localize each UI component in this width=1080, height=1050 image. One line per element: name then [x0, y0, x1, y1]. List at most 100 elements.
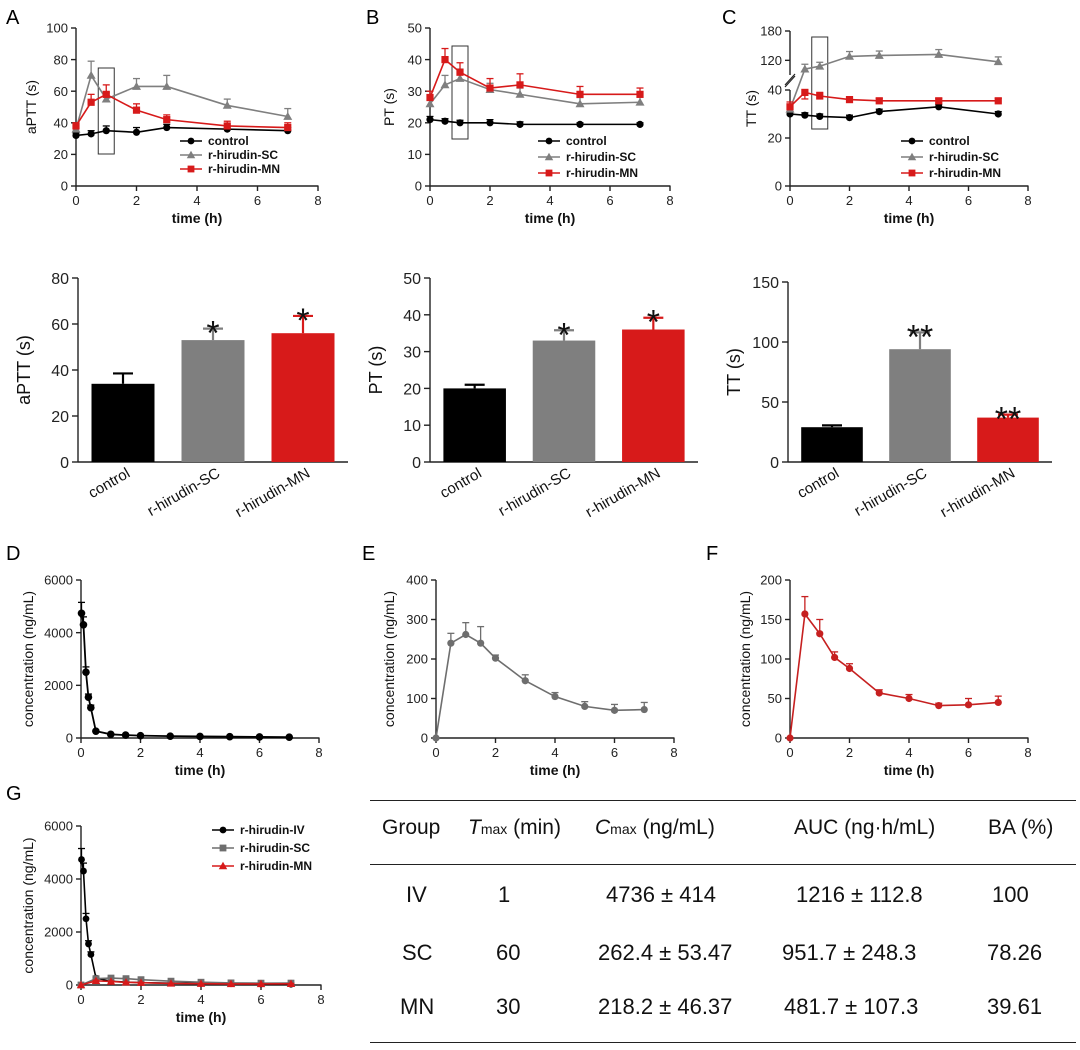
F-x-tick-label: 8: [1024, 745, 1031, 760]
G-point-r-hirudin-MN: [91, 976, 101, 985]
G-y-tick-label: 4000: [44, 872, 73, 887]
G-y-tick-label: 0: [66, 978, 73, 993]
E-y-axis-label: concentration (ng/mL): [381, 591, 397, 727]
header-cmax: Cmax (ng/mL): [595, 816, 715, 840]
D-y-axis-label: concentration (ng/mL): [20, 591, 36, 727]
B-top-x-tick-label: 0: [426, 193, 433, 208]
D-x-tick-label: 8: [315, 745, 322, 760]
B-top-point-r-hirudin-SC: [425, 99, 435, 108]
C-bar-y-tick-label: 0: [770, 455, 779, 472]
A-top-point-r-hirudin-MN: [87, 98, 95, 106]
table-header-rule: [370, 864, 1076, 865]
B-top-point-r-hirudin-SC: [635, 97, 645, 106]
A-top-point-control: [132, 128, 141, 136]
row-iv-auc: 1216 ± 112.8: [796, 882, 923, 907]
B-top-y-tick-label: 10: [408, 147, 422, 162]
C-top-x-tick-label: 4: [905, 193, 912, 208]
header-ba: BA (%): [988, 816, 1054, 839]
B-top-legend-marker: [545, 137, 553, 145]
A-top-point-control: [87, 130, 95, 138]
E-point-r-hirudin-SC: [462, 630, 470, 639]
row-sc-auc: 951.7 ± 248.3: [782, 940, 917, 965]
G-series-line-r-hirudin-SC: [80, 977, 292, 986]
A-top-point-r-hirudin-MN: [132, 106, 141, 114]
B-top-y-tick-label: 0: [415, 179, 422, 194]
C-top-axis-break-mark-2: [784, 73, 796, 86]
B-top-x-tick-label: 8: [666, 193, 673, 208]
header-tmax-unit: (min): [513, 816, 561, 839]
G-y-tick-label: 2000: [44, 925, 73, 940]
B-top-point-r-hirudin-MN: [426, 93, 434, 102]
B-top-legend-marker: [545, 169, 553, 177]
G-legend-label: r-hirudin-IV: [240, 823, 305, 837]
B-bar-bar-r-hirudin-SC: [532, 340, 596, 462]
G-point-r-hirudin-MN: [121, 978, 131, 986]
C-bar-category-label: r-hirudin-MN: [937, 465, 1018, 521]
A-bar-category-label: control: [86, 465, 133, 502]
A-bar-bar-r-hirudin-MN: [271, 333, 335, 462]
D-x-tick-label: 4: [196, 745, 203, 760]
E-y-tick-label: 200: [406, 652, 428, 667]
B-top-point-r-hirudin-SC: [575, 99, 585, 108]
B-top-x-tick-label: 4: [546, 193, 553, 208]
pk-parameter-table: Group Tmax (min) Cmax (ng/mL) AUC (ng·h/…: [370, 800, 1076, 1046]
A-top-point-r-hirudin-SC: [86, 70, 96, 79]
G-legend-label: r-hirudin-MN: [240, 859, 312, 873]
table-top-rule: [370, 800, 1076, 801]
A-top-legend-label: r-hirudin-MN: [208, 162, 280, 176]
row-iv-cmax: 4736 ± 414: [606, 882, 716, 907]
G-y-tick-label: 6000: [44, 819, 73, 834]
F-point-r-hirudin-MN: [994, 698, 1002, 707]
C-top-panel-label: C: [722, 7, 736, 29]
C-top-point-control: [816, 112, 824, 120]
G-point-r-hirudin-IV: [78, 856, 85, 863]
B-top-point-r-hirudin-MN: [441, 56, 449, 64]
G-legend-label: r-hirudin-SC: [240, 841, 310, 855]
A-top-legend-label: r-hirudin-SC: [208, 148, 278, 162]
E-y-tick-label: 300: [406, 612, 428, 627]
row-sc-cmax: 262.4 ± 53.47: [598, 940, 733, 965]
C-top-x-tick-label: 2: [846, 193, 853, 208]
E-y-tick-label: 100: [406, 691, 428, 706]
F-point-r-hirudin-MN: [801, 610, 809, 618]
header-tmax-sub: max: [480, 821, 508, 837]
C-top-point-r-hirudin-MN: [875, 97, 883, 105]
F-point-r-hirudin-MN: [935, 702, 943, 710]
C-top-point-r-hirudin-MN: [935, 97, 943, 105]
F-point-r-hirudin-MN: [875, 689, 883, 697]
C-top-legend-marker: [908, 137, 916, 145]
G-x-tick-label: 2: [137, 992, 144, 1007]
D-x-tick-label: 0: [77, 745, 84, 760]
F-y-tick-label: 0: [775, 731, 782, 746]
row-mn-group: MN: [400, 994, 435, 1019]
G-point-r-hirudin-MN: [286, 979, 296, 987]
C-bar-y-axis-label: TT (s): [724, 348, 744, 396]
E-x-tick-label: 0: [432, 745, 439, 760]
D-series-line-r-hirudin-IV: [80, 613, 290, 739]
B-bar-significance-label: *: [557, 316, 570, 354]
C-top-point-r-hirudin-MN: [786, 103, 794, 111]
C-top-point-r-hirudin-SC: [800, 64, 810, 73]
E-x-tick-label: 6: [611, 745, 618, 760]
G-series-line-r-hirudin-MN: [80, 980, 292, 986]
A-top-point-r-hirudin-MN: [102, 90, 110, 98]
A-top-x-tick-label: 6: [254, 193, 261, 208]
A-top-x-tick-label: 0: [72, 193, 79, 208]
C-top-point-r-hirudin-MN: [994, 97, 1002, 105]
G-point-r-hirudin-MN: [136, 978, 146, 986]
C-top-legend-marker: [907, 152, 917, 161]
header-tmax: Tmax (min): [468, 816, 561, 840]
G-panel-label: G: [6, 783, 22, 805]
B-bar-bar-control: [443, 388, 506, 462]
A-top-point-r-hirudin-MN: [284, 123, 292, 132]
C-top-y-tick-label: 20: [768, 131, 782, 146]
B-top-point-control: [426, 116, 434, 124]
B-top-legend-marker: [544, 152, 554, 161]
C-top-point-r-hirudin-SC: [815, 61, 825, 70]
B-top-point-control: [516, 120, 524, 128]
E-point-r-hirudin-SC: [432, 734, 440, 742]
A-top-legend-marker: [187, 165, 195, 173]
row-iv-group: IV: [406, 882, 427, 907]
C-bar-bar-control: [801, 427, 863, 462]
G-y-axis-label: concentration (ng/mL): [20, 837, 36, 973]
